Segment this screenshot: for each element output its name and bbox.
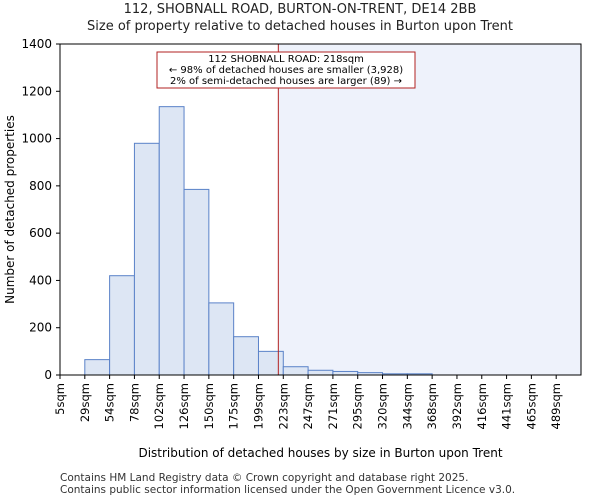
- x-tick-label: 150sqm: [202, 383, 216, 429]
- bar-247sqm: [307, 369, 334, 376]
- y-tick-label: 600: [29, 226, 52, 240]
- y-tick-label: 800: [29, 179, 52, 193]
- x-tick-label: 29sqm: [78, 383, 92, 422]
- bar-102sqm: [158, 106, 185, 376]
- x-tick-label: 126sqm: [177, 383, 191, 429]
- y-tick-label: 1400: [21, 37, 52, 51]
- x-tick-label: 465sqm: [524, 383, 538, 429]
- x-tick-label: 271sqm: [326, 383, 340, 429]
- x-tick-label: 78sqm: [127, 383, 141, 422]
- y-ticks: 0 200 400 600 800 1000 1200 1400: [21, 37, 60, 382]
- plot-frame: [59, 43, 582, 376]
- x-tick-label: 489sqm: [549, 383, 563, 429]
- x-tick-label: 199sqm: [251, 383, 265, 429]
- y-tick-label: 0: [44, 368, 52, 382]
- x-tick-label: 102sqm: [152, 383, 166, 429]
- axes-group: [59, 43, 582, 376]
- y-tick-label: 1000: [21, 132, 52, 146]
- y-axis-label: Number of detached properties: [3, 115, 17, 304]
- highlight-region: [278, 44, 581, 375]
- annotation-box: 112 SHOBNALL ROAD: 218sqm ← 98% of detac…: [156, 51, 416, 89]
- annotation-frame: [156, 51, 416, 89]
- x-tick-label: 344sqm: [400, 383, 414, 429]
- bar-150sqm: [208, 302, 235, 376]
- bar-199sqm: [257, 350, 284, 376]
- y-tick-label: 1200: [21, 84, 52, 98]
- x-tick-label: 416sqm: [475, 383, 489, 429]
- x-ticks: 5sqm 29sqm 54sqm 78sqm 102sqm 126sqm 150sqm 175…: [53, 375, 563, 429]
- x-tick-label: 5sqm: [53, 383, 67, 415]
- x-tick-label: 441sqm: [500, 383, 514, 429]
- x-tick-label: 223sqm: [276, 383, 290, 429]
- footer-copyright: Contains HM Land Registry data © Crown c…: [60, 472, 469, 484]
- x-tick-label: 295sqm: [351, 383, 365, 429]
- x-tick-label: 392sqm: [450, 383, 464, 429]
- bar-223sqm: [282, 366, 309, 376]
- chart-title: 112, SHOBNALL ROAD, BURTON-ON-TRENT, DE1…: [123, 2, 477, 17]
- bar-126sqm: [183, 188, 210, 376]
- annotation-line-2: ← 98% of detached houses are smaller (3,…: [169, 65, 403, 76]
- bar-54sqm: [109, 275, 135, 376]
- bar-175sqm: [233, 336, 259, 376]
- y-tick-label: 400: [29, 273, 52, 287]
- bar-271sqm: [332, 370, 359, 376]
- x-tick-label: 368sqm: [425, 383, 439, 429]
- bar-29sqm: [84, 359, 111, 376]
- x-tick-label: 54sqm: [103, 383, 117, 422]
- annotation-line-3: 2% of semi-detached houses are larger (8…: [170, 76, 402, 87]
- chart-subtitle: Size of property relative to detached ho…: [87, 19, 513, 34]
- bar-78sqm: [133, 142, 160, 376]
- x-tick-label: 320sqm: [376, 383, 390, 429]
- x-tick-label: 247sqm: [301, 383, 315, 429]
- x-axis-label: Distribution of detached houses by size …: [138, 446, 502, 460]
- bars-group: [84, 106, 433, 376]
- footer-licence: Contains public sector information licen…: [60, 484, 516, 496]
- x-tick-label: 175sqm: [227, 383, 241, 429]
- annotation-line-1: 112 SHOBNALL ROAD: 218sqm: [208, 54, 364, 65]
- y-tick-label: 200: [29, 321, 52, 335]
